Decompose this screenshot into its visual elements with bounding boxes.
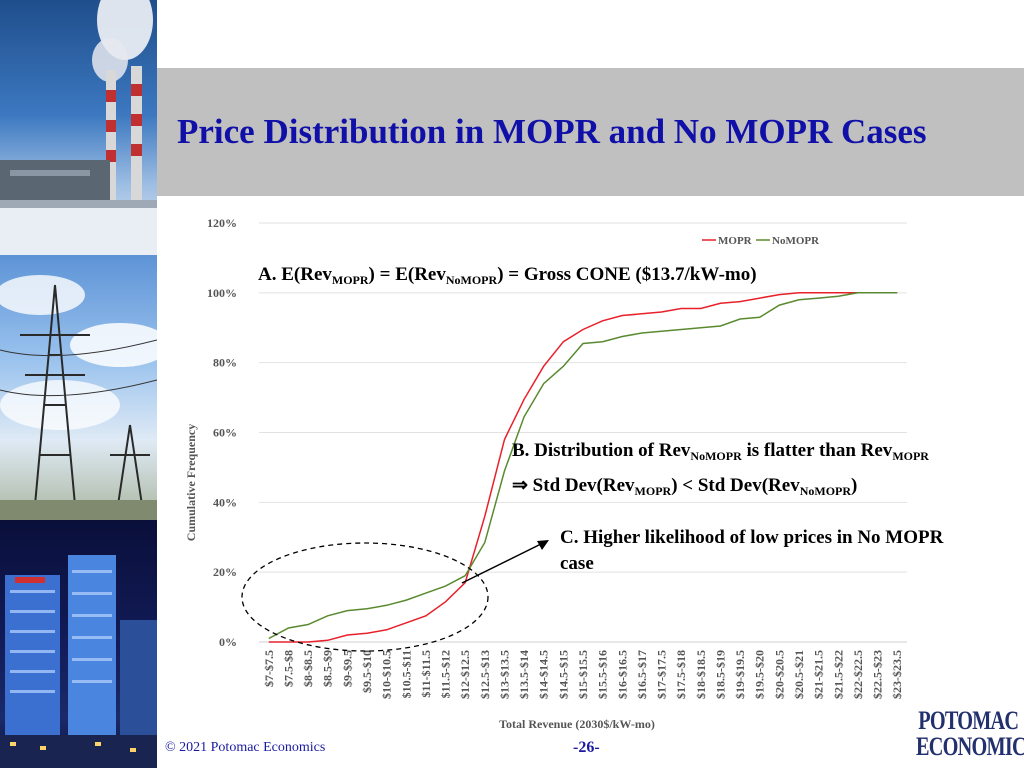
x-tick-label: $15.5-$16 <box>596 650 610 699</box>
x-tick-label: $7-$7.5 <box>262 650 276 687</box>
x-tick-label: $16.5-$17 <box>635 650 649 699</box>
cumulative-frequency-chart: 0% 20% 40% 60% 80% 100% 120% $7-$7.5 $7.5-$8 $8-$… <box>184 216 907 731</box>
x-tick-label: $22-$22.5 <box>851 650 865 699</box>
highlight-ellipse <box>241 542 489 652</box>
x-tick-label: $21-$21.5 <box>812 650 826 699</box>
y-tick-label: 100% <box>207 286 237 300</box>
x-tick-label: $16-$16.5 <box>615 650 629 699</box>
city-skyline-photo <box>0 520 157 768</box>
page-number: -26- <box>573 739 600 756</box>
x-tick-label: $11.5-$12 <box>439 650 453 698</box>
logo-line-2: ECONOMICS <box>916 732 1024 761</box>
x-axis-title: Total Revenue (2030$/kW-mo) <box>499 717 655 731</box>
annotation-a: A. E(RevMOPR) = E(RevNoMOPR) = Gross CON… <box>258 264 757 287</box>
x-tick-label: $9-$9.5 <box>340 650 354 687</box>
x-tick-label: $7.5-$8 <box>281 650 295 687</box>
title-bar: Price Distribution in MOPR and No MOPR C… <box>157 68 1024 196</box>
annotation-b-line1: B. Distribution of RevNoMOPR is flatter … <box>512 440 929 463</box>
legend-label: NoMOPR <box>772 235 820 247</box>
x-tick-label: $15-$15.5 <box>576 650 590 699</box>
annotation-arrowhead <box>537 540 549 550</box>
x-tick-label: $9.5-$10 <box>360 650 374 693</box>
x-tick-label: $13-$13.5 <box>497 650 511 699</box>
power-plant-photo <box>0 0 157 255</box>
x-tick-label: $14.5-$15 <box>556 650 570 699</box>
annotation-arrow <box>461 541 546 584</box>
photo-strip <box>0 0 157 768</box>
x-tick-label: $8-$8.5 <box>301 650 315 687</box>
y-tick-label: 120% <box>207 216 237 230</box>
annotation-c: C. Higher likelihood of low prices in No… <box>560 527 944 574</box>
x-tick-label: $14-$14.5 <box>537 650 551 699</box>
x-tick-label: $10.5-$11 <box>399 650 413 698</box>
x-tick-label: $19-$19.5 <box>733 650 747 699</box>
x-tick-label: $12-$12.5 <box>458 650 472 699</box>
y-tick-label: 80% <box>213 356 237 370</box>
annotation-b-line2: ⇒ Std Dev(RevMOPR) < Std Dev(RevNoMOPR) <box>512 475 858 498</box>
x-tick-label: $10-$10.5 <box>380 650 394 699</box>
x-tick-label: $21.5-$22 <box>831 650 845 699</box>
x-tick-label: $12.5-$13 <box>478 650 492 699</box>
company-logo: POTOMAC ECONOMICS <box>916 706 1024 761</box>
page-title: Price Distribution in MOPR and No MOPR C… <box>177 112 927 151</box>
x-tick-label: $20-$20.5 <box>772 650 786 699</box>
footer-copyright: © 2021 Potomac Economics <box>165 740 326 755</box>
series-line-nomopr <box>268 292 898 640</box>
x-tick-label: $18-$18.5 <box>694 650 708 699</box>
x-tick-label: $22.5-$23 <box>871 650 885 699</box>
series-line-mopr <box>268 292 898 643</box>
y-tick-label: 40% <box>213 495 237 509</box>
logo-line-1: POTOMAC <box>918 706 1019 735</box>
x-tick-label: $8.5-$9 <box>321 650 335 687</box>
x-tick-label: $11-$11.5 <box>419 650 433 698</box>
y-tick-label: 20% <box>213 565 237 579</box>
x-tick-label: $17.5-$18 <box>674 650 688 699</box>
x-tick-label: $13.5-$14 <box>517 650 531 699</box>
y-tick-label: 60% <box>213 426 237 440</box>
x-tick-label: $19.5-$20 <box>753 650 767 699</box>
legend-label: MOPR <box>718 235 753 247</box>
x-tick-label: $20.5-$21 <box>792 650 806 699</box>
x-tick-label: $23-$23.5 <box>890 650 904 699</box>
x-tick-label: $18.5-$19 <box>713 650 727 699</box>
y-axis-title: Cumulative Frequency <box>184 424 198 541</box>
x-tick-label: $17-$17.5 <box>655 650 669 699</box>
power-lines-photo <box>0 255 157 520</box>
y-tick-label: 0% <box>219 635 237 649</box>
